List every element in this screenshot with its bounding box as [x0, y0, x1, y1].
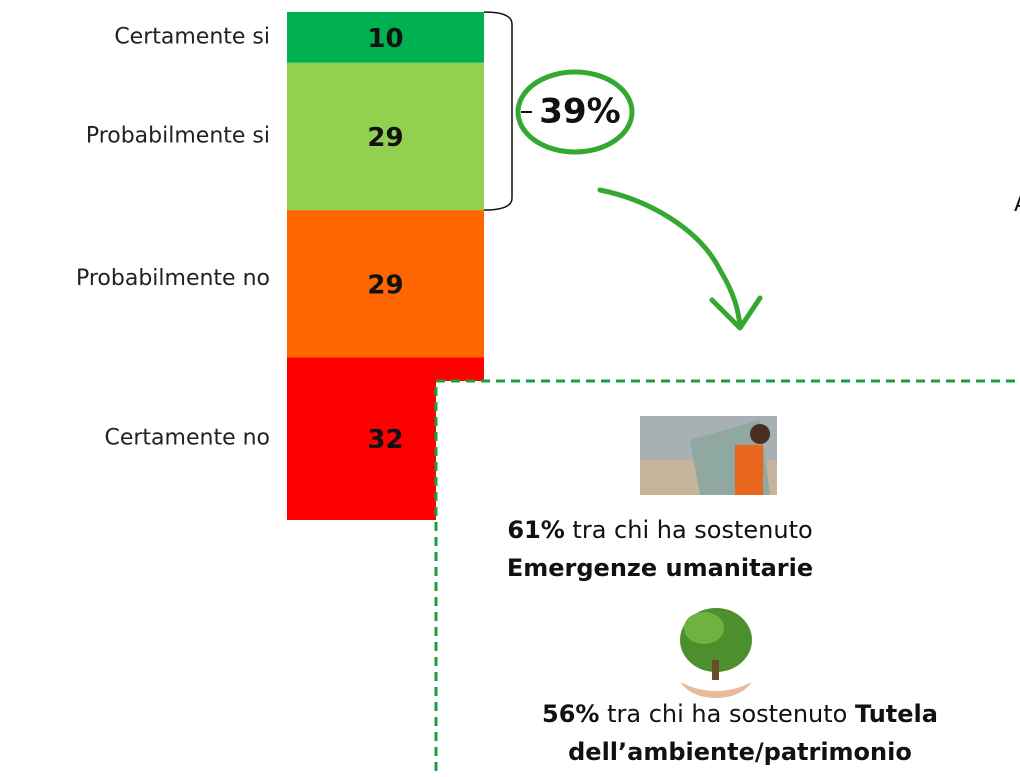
category-label: Probabilmente si	[86, 123, 270, 148]
value-label: 10	[367, 24, 403, 54]
photo-emergency	[640, 416, 777, 495]
category-label: Probabilmente no	[76, 266, 270, 291]
callout: 61% tra chi ha sostenuto Emergenze umani…	[420, 511, 900, 587]
bracket	[484, 12, 512, 210]
value-label: 32	[367, 425, 403, 455]
edge-text: A	[1014, 192, 1020, 217]
callout: 56% tra chi ha sostenuto Tutela dell’amb…	[470, 695, 1010, 771]
callout-highlight: Emergenze umanitarie	[507, 554, 813, 582]
callout-percent: 61%	[507, 516, 564, 544]
category-label: Certamente no	[104, 426, 270, 451]
value-label: 29	[367, 123, 403, 153]
callout-text: tra chi ha sostenuto	[607, 700, 847, 728]
bracket-label: 39%	[539, 92, 620, 132]
value-label: 29	[367, 270, 403, 300]
callout-percent: 56%	[542, 700, 599, 728]
category-label: Certamente si	[114, 24, 270, 49]
callout-text: tra chi ha sostenuto	[572, 516, 812, 544]
